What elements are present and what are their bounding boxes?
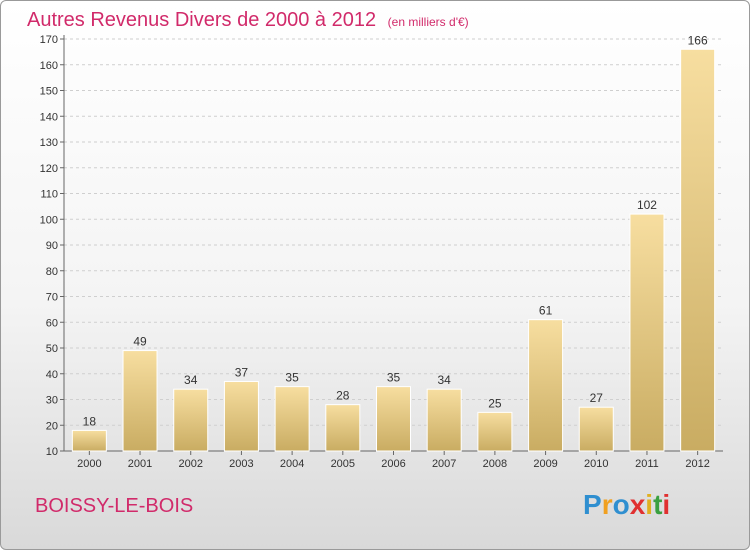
logo-letter: x [629,489,646,520]
bar [629,213,665,452]
bar-value-label: 35 [285,371,299,385]
y-tick-label: 100 [40,214,58,226]
bar [578,406,614,452]
chart-title: Autres Revenus Divers de 2000 à 2012 (en… [27,9,469,32]
logo-letter: t [653,489,663,520]
bar [528,319,564,452]
x-tick-label: 2001 [128,458,152,470]
logo-letter: r [601,489,613,520]
bar-value-label: 34 [184,373,198,387]
bar-value-label: 35 [387,371,401,385]
bar-value-label: 102 [637,198,657,212]
logo-letter: i [662,489,671,520]
bar [122,350,158,452]
y-tick-label: 30 [46,395,58,407]
bar [223,380,259,452]
bar-value-label: 34 [438,373,452,387]
bar [71,429,107,452]
bar-value-label: 28 [336,389,350,403]
y-tick-label: 110 [40,189,58,201]
bar [274,386,310,452]
logo-letter: i [645,489,654,520]
x-tick-label: 2000 [77,458,101,470]
x-tick-label: 2004 [280,458,304,470]
x-tick-label: 2007 [432,458,456,470]
bar [325,404,361,452]
bar [426,388,462,452]
bar-value-label: 27 [590,391,604,405]
proxiti-logo: Proxiti [583,489,670,521]
y-tick-label: 50 [46,343,58,355]
x-tick-label: 2010 [584,458,608,470]
y-tick-label: 20 [46,420,58,432]
y-tick-label: 150 [40,86,58,98]
y-tick-label: 70 [46,292,58,304]
bar-value-label: 49 [133,335,147,349]
x-tick-label: 2006 [381,458,405,470]
y-tick-label: 120 [40,163,58,175]
x-tick-label: 2005 [331,458,355,470]
y-tick-label: 10 [46,446,58,458]
bar [376,386,411,452]
bar-value-label: 18 [83,414,97,428]
chart-title-text: Autres Revenus Divers de 2000 à 2012 [27,9,377,31]
bar [680,48,716,452]
y-tick-label: 80 [46,266,58,278]
y-tick-label: 170 [40,34,58,46]
y-tick-label: 160 [40,60,58,72]
y-tick-label: 60 [46,317,58,329]
y-tick-label: 140 [40,111,58,123]
y-tick-label: 40 [46,369,58,381]
bar-value-label: 166 [688,33,708,47]
bar [173,388,209,452]
x-tick-label: 2002 [178,458,202,470]
bar-value-label: 61 [539,304,553,318]
y-tick-label: 130 [40,137,58,149]
y-tick-label: 90 [46,240,58,252]
chart-subtitle: (en milliers d'€) [387,15,469,29]
bar-value-label: 37 [235,365,249,379]
bar [477,411,513,452]
x-tick-label: 2009 [533,458,557,470]
x-tick-label: 2008 [483,458,507,470]
x-tick-label: 2012 [685,458,709,470]
x-tick-label: 2011 [635,458,659,470]
logo-letter: P [583,489,602,520]
commune-name: BOISSY-LE-BOIS [35,495,194,517]
bar-value-label: 25 [488,396,502,410]
logo-letter: o [612,489,630,520]
x-tick-label: 2003 [229,458,253,470]
